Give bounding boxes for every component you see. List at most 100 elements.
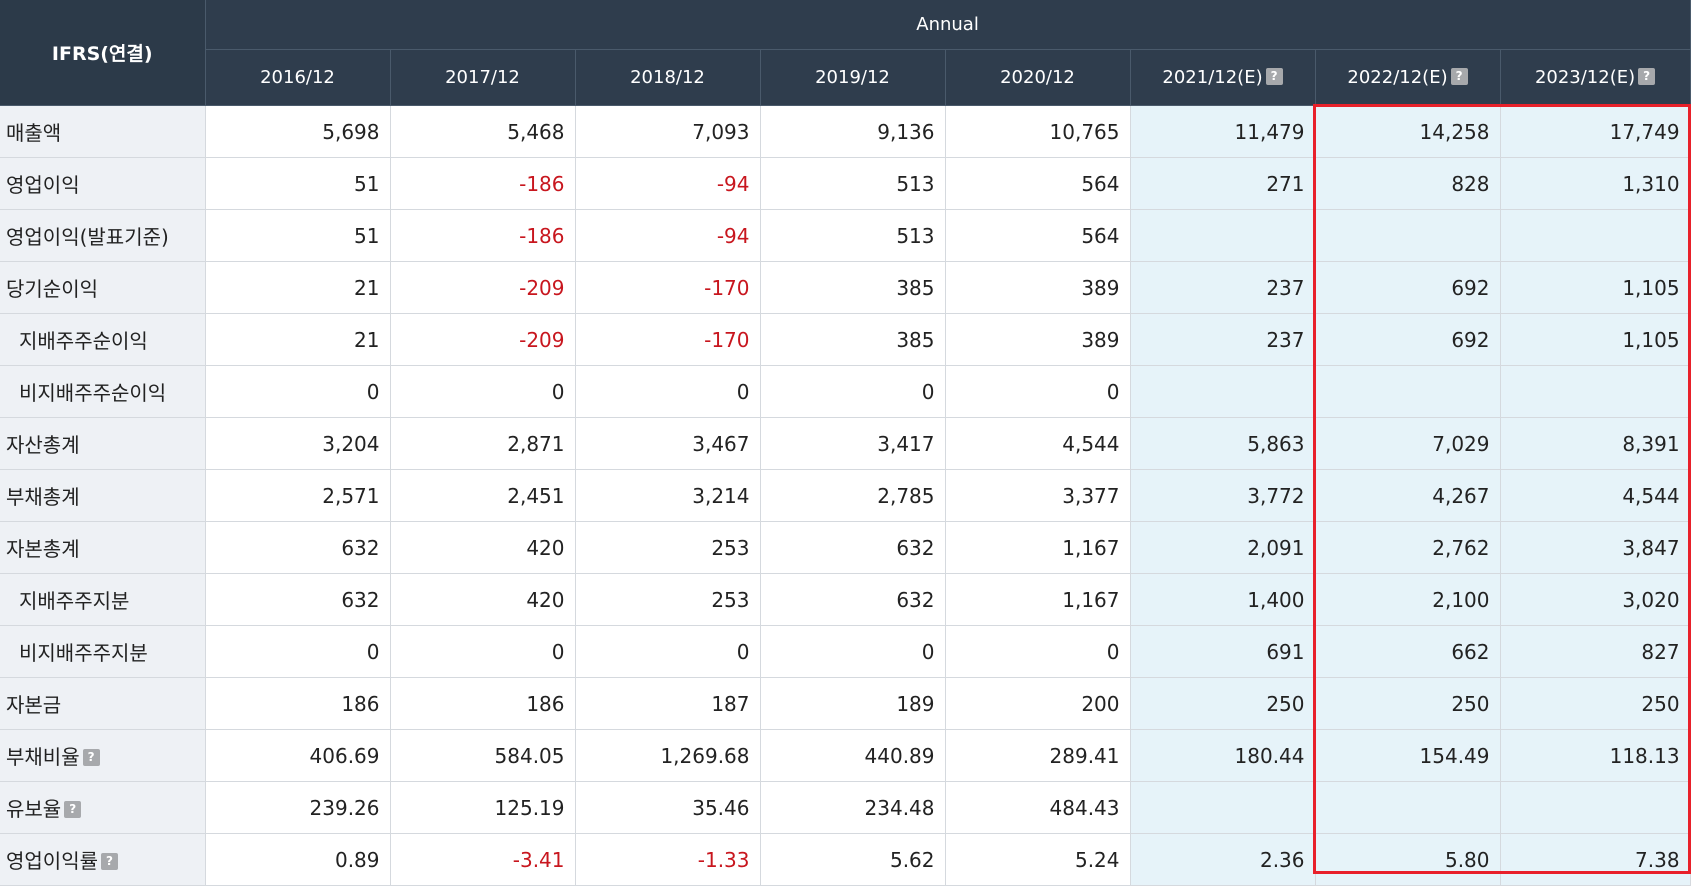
table-cell: 3,214 xyxy=(575,469,761,522)
table-cell: 253 xyxy=(575,573,761,626)
table-cell: -170 xyxy=(575,313,761,366)
table-cell: 3,847 xyxy=(1500,521,1691,574)
table-cell: 0 xyxy=(945,365,1131,418)
column-header-2: 2018/12 xyxy=(575,49,761,106)
row-label: 지배주주지분 xyxy=(0,573,206,626)
table-cell: 632 xyxy=(205,521,391,574)
table-cell: 0 xyxy=(575,625,761,678)
table-cell: -209 xyxy=(390,261,576,314)
table-cell: 2,451 xyxy=(390,469,576,522)
table-cell: -1.33 xyxy=(575,833,761,886)
table-cell: 484.43 xyxy=(945,781,1131,834)
table-cell: 237 xyxy=(1130,313,1316,366)
table-cell: 564 xyxy=(945,209,1131,262)
table-cell: 420 xyxy=(390,521,576,574)
table-cell: 186 xyxy=(205,677,391,730)
table-cell: 7,093 xyxy=(575,105,761,158)
table-row: 영업이익 51 -186 -94 513 564 271 828 1,310 xyxy=(0,157,1691,210)
row-label-text: 당기순이익 xyxy=(6,277,98,301)
table-cell xyxy=(1315,209,1501,262)
table-cell: 2,100 xyxy=(1315,573,1501,626)
table-cell: 0 xyxy=(575,365,761,418)
table-cell: 2,762 xyxy=(1315,521,1501,574)
table-cell: 35.46 xyxy=(575,781,761,834)
table-cell: 513 xyxy=(760,157,946,210)
annual-group-header: Annual xyxy=(205,0,1691,50)
table-row: 지배주주순이익 21 -209 -170 385 389 237 692 1,105 xyxy=(0,313,1691,366)
table-cell xyxy=(1130,781,1316,834)
table-cell: 1,310 xyxy=(1500,157,1691,210)
row-label: 당기순이익 xyxy=(0,261,206,314)
table-cell: 828 xyxy=(1315,157,1501,210)
table-cell: 3,772 xyxy=(1130,469,1316,522)
row-label: 자본총계 xyxy=(0,521,206,574)
row-label-text: 지배주주순이익 xyxy=(19,329,148,353)
table-cell: 8,391 xyxy=(1500,417,1691,470)
table-cell: 4,544 xyxy=(945,417,1131,470)
table-row: 비지배주주순이익 0 0 0 0 0 xyxy=(0,365,1691,418)
row-label: 비지배주주지분 xyxy=(0,625,206,678)
table-cell xyxy=(1500,365,1691,418)
table-cell: 385 xyxy=(760,261,946,314)
column-header-label: 2020/12 xyxy=(1000,67,1075,88)
table-cell: 7,029 xyxy=(1315,417,1501,470)
table-cell: 440.89 xyxy=(760,729,946,782)
help-icon[interactable]: ? xyxy=(64,801,82,818)
help-icon[interactable]: ? xyxy=(101,853,118,870)
table-row: 부채비율? 406.69 584.05 1,269.68 440.89 289.41 180… xyxy=(0,729,1691,782)
row-label: 유보율? xyxy=(0,781,206,834)
table-cell: 2,571 xyxy=(205,469,391,522)
table-cell xyxy=(1315,781,1501,834)
table-cell xyxy=(1500,209,1691,262)
table-cell: 691 xyxy=(1130,625,1316,678)
table-cell: 186 xyxy=(390,677,576,730)
table-cell: 0 xyxy=(760,365,946,418)
table-cell: 5,863 xyxy=(1130,417,1316,470)
row-label: 자산총계 xyxy=(0,417,206,470)
table-cell: 21 xyxy=(205,313,391,366)
table-cell: 420 xyxy=(390,573,576,626)
help-icon[interactable]: ? xyxy=(1638,68,1656,85)
table-cell: 1,167 xyxy=(945,521,1131,574)
table-cell: 0 xyxy=(390,625,576,678)
table-cell: 9,136 xyxy=(760,105,946,158)
table-cell: 2.36 xyxy=(1130,833,1316,886)
table-cell: 200 xyxy=(945,677,1131,730)
table-cell: 10,765 xyxy=(945,105,1131,158)
table-row: 유보율? 239.26 125.19 35.46 234.48 484.43 xyxy=(0,781,1691,834)
table-cell: 2,091 xyxy=(1130,521,1316,574)
table-cell: 239.26 xyxy=(205,781,391,834)
row-label-text: 유보율 xyxy=(6,797,62,821)
table-row: 당기순이익 21 -209 -170 385 389 237 692 1,105 xyxy=(0,261,1691,314)
column-header-label: 2019/12 xyxy=(815,67,890,88)
column-header-label: 2021/12(E) xyxy=(1162,67,1263,88)
table-row: 영업이익률? 0.89 -3.41 -1.33 5.62 5.24 2.36 5.80 7.38 xyxy=(0,833,1691,886)
table-cell: 5,468 xyxy=(390,105,576,158)
table-cell xyxy=(1500,781,1691,834)
table-cell: 234.48 xyxy=(760,781,946,834)
help-icon[interactable]: ? xyxy=(82,749,100,766)
table-cell: 253 xyxy=(575,521,761,574)
help-icon[interactable]: ? xyxy=(1265,68,1283,85)
table-cell xyxy=(1315,365,1501,418)
table-cell: 3,417 xyxy=(760,417,946,470)
table-cell: 118.13 xyxy=(1500,729,1691,782)
table-cell: 3,467 xyxy=(575,417,761,470)
column-header-5: 2021/12(E)? xyxy=(1130,49,1316,106)
row-label: 매출액 xyxy=(0,105,206,158)
column-header-label: 2018/12 xyxy=(630,67,705,88)
row-label-text: 지배주주지분 xyxy=(19,589,130,613)
table-cell: 385 xyxy=(760,313,946,366)
table-cell: 1,105 xyxy=(1500,261,1691,314)
table-cell: 21 xyxy=(205,261,391,314)
table-cell: 1,400 xyxy=(1130,573,1316,626)
help-icon[interactable]: ? xyxy=(1450,68,1468,85)
table-cell: -94 xyxy=(575,209,761,262)
table-cell: -186 xyxy=(390,157,576,210)
column-header-6: 2022/12(E)? xyxy=(1315,49,1501,106)
column-header-label: 2017/12 xyxy=(445,67,520,88)
row-label: 부채비율? xyxy=(0,729,206,782)
table-cell: -3.41 xyxy=(390,833,576,886)
table-cell: 0 xyxy=(205,365,391,418)
